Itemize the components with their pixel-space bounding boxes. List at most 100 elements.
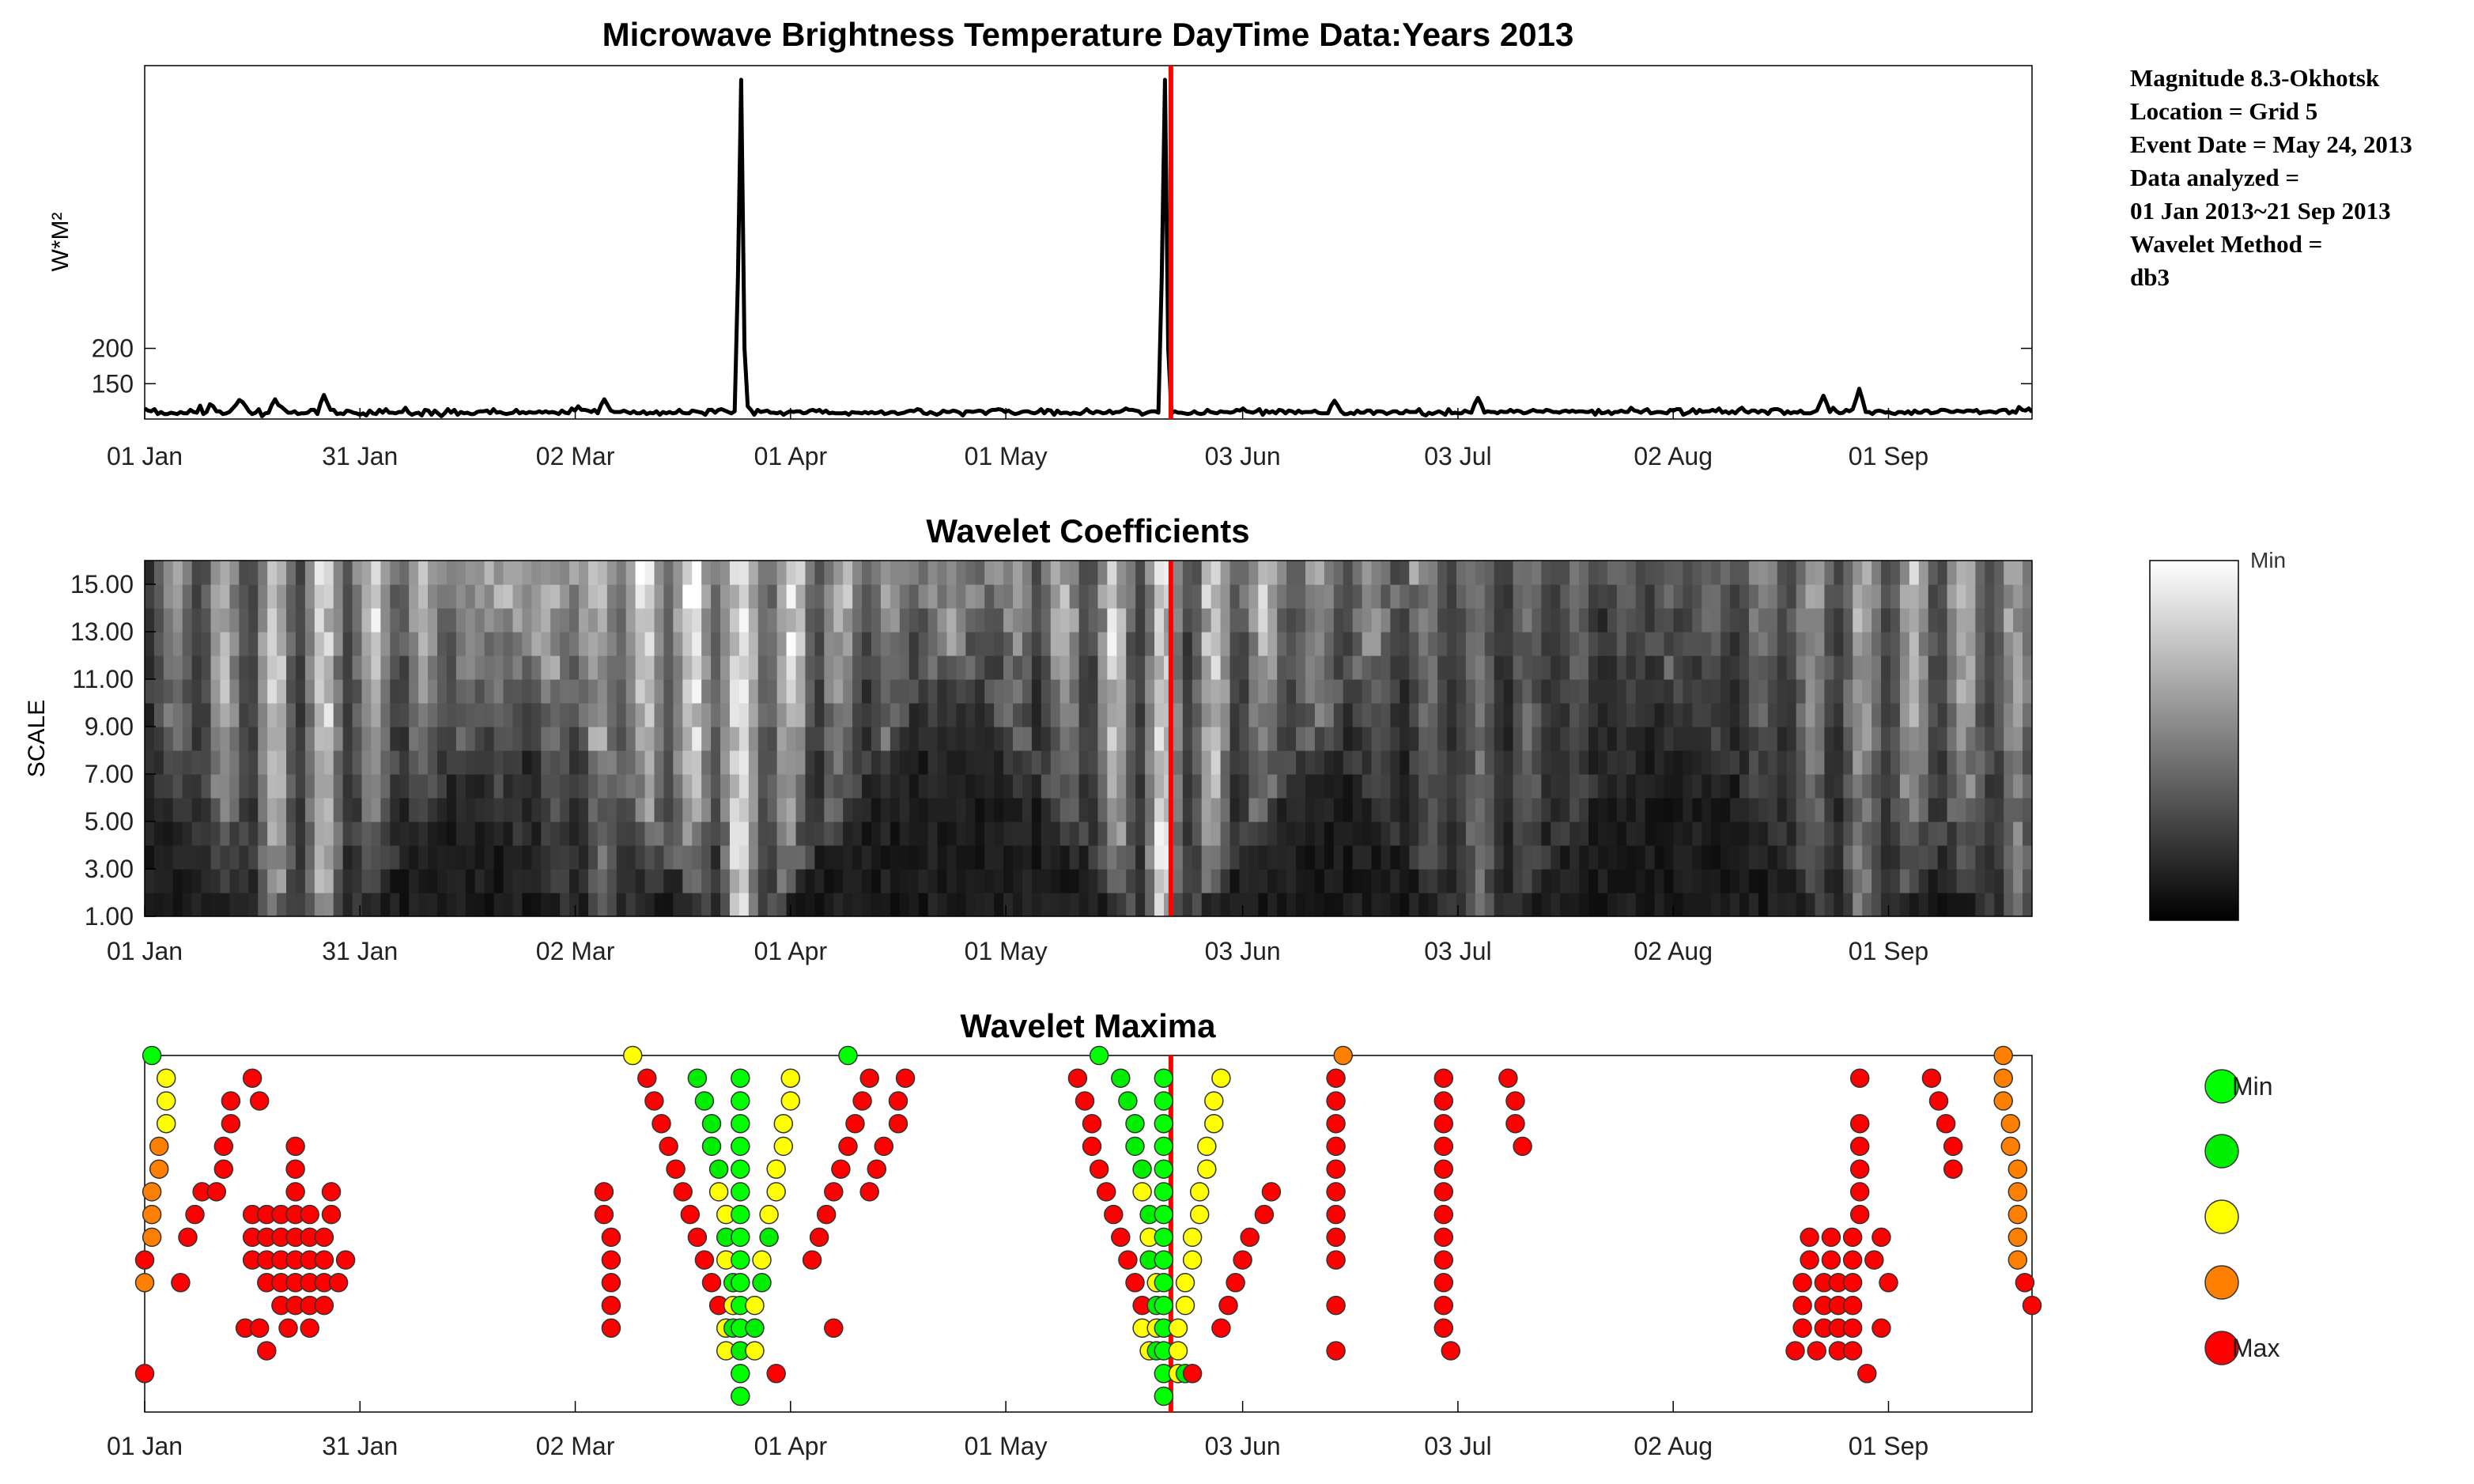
heatmap-cell: [145, 798, 155, 822]
info-magnitude: Magnitude 8.3-Okhotsk: [2130, 64, 2380, 92]
heatmap-cell: [1211, 584, 1222, 609]
maxima-point: [1433, 1068, 1454, 1088]
heatmap-cell: [1277, 869, 1287, 893]
x-tick-label: 01 Apr: [754, 1432, 828, 1460]
heatmap-cell: [1267, 893, 1278, 916]
heatmap-cell: [1862, 869, 1872, 893]
heatmap-cell: [1748, 869, 1759, 893]
heatmap-cell: [1862, 893, 1872, 916]
heatmap-cell: [1673, 750, 1684, 775]
maxima-point: [1849, 1136, 1870, 1157]
heatmap-cell: [1522, 727, 1533, 751]
heatmap-cell: [1277, 727, 1287, 751]
heatmap-cell: [1456, 727, 1467, 751]
heatmap-cell: [531, 561, 542, 585]
heatmap-cell: [1626, 608, 1637, 632]
heatmap-cell: [786, 893, 797, 916]
heatmap-cell: [1815, 608, 1826, 632]
heatmap-cell: [616, 655, 627, 680]
heatmap-cell: [824, 727, 834, 751]
heatmap-cell: [597, 821, 608, 846]
heatmap-cell: [1985, 893, 1995, 916]
heatmap-cell: [465, 655, 476, 680]
heatmap-cell: [1324, 561, 1335, 585]
heatmap-cell: [323, 893, 334, 916]
heatmap-cell: [1333, 845, 1344, 870]
heatmap-cell: [1031, 608, 1042, 632]
heatmap-cell: [1654, 584, 1665, 609]
heatmap-cell: [795, 703, 806, 727]
heatmap-cell: [399, 655, 410, 680]
heatmap-cell: [1767, 798, 1778, 822]
heatmap-cell: [1702, 703, 1712, 727]
heatmap-cell: [682, 750, 693, 775]
heatmap-cell: [795, 750, 806, 775]
heatmap-cell: [446, 608, 457, 632]
heatmap-cell: [503, 750, 514, 775]
maxima-point: [766, 1182, 786, 1202]
heatmap-cell: [994, 679, 1004, 704]
maxima-point: [1433, 1136, 1454, 1157]
heatmap-cell: [1059, 608, 1071, 632]
heatmap-cell: [1692, 821, 1702, 846]
heatmap-cell: [446, 727, 457, 751]
y-tick-label: 3.00: [85, 855, 134, 883]
heatmap-cell: [1333, 893, 1344, 916]
heatmap-cell: [503, 632, 514, 656]
heatmap-cell: [1239, 893, 1249, 916]
heatmap-cell: [1947, 679, 1958, 704]
heatmap-cell: [1371, 703, 1382, 727]
heatmap-cell: [1465, 632, 1476, 656]
heatmap-cell: [1899, 774, 1910, 799]
heatmap-cell: [1116, 869, 1127, 893]
heatmap-cell: [428, 608, 438, 632]
heatmap-cell: [1645, 774, 1656, 799]
heatmap-cell: [1145, 584, 1155, 609]
maxima-point: [644, 1091, 664, 1111]
heatmap-cell: [946, 774, 957, 799]
maxima-point: [1175, 1295, 1195, 1316]
heatmap-cell: [975, 750, 985, 775]
heatmap-cell: [286, 608, 297, 632]
heatmap-cell: [1145, 679, 1155, 704]
heatmap-cell: [455, 703, 466, 727]
heatmap-cell: [531, 893, 542, 916]
heatmap-cell: [1154, 798, 1165, 822]
heatmap-cell: [314, 821, 325, 846]
heatmap-cell: [994, 845, 1004, 870]
heatmap-cell: [729, 893, 740, 916]
heatmap-cell: [1362, 798, 1373, 822]
heatmap-cell: [1484, 821, 1495, 846]
heatmap-cell: [446, 703, 457, 727]
heatmap-cell: [729, 608, 740, 632]
heatmap-cell: [814, 869, 825, 893]
heatmap-cell: [2023, 727, 2032, 751]
heatmap-cell: [852, 703, 863, 727]
heatmap-cell: [1371, 632, 1382, 656]
heatmap-cell: [786, 679, 797, 704]
heatmap-cell: [1928, 893, 1939, 916]
heatmap-cell: [1862, 655, 1872, 680]
heatmap-cell: [1985, 798, 1995, 822]
heatmap-cell: [153, 655, 164, 680]
heatmap-cell: [776, 893, 788, 916]
heatmap-cell: [871, 750, 882, 775]
heatmap-cell: [304, 821, 315, 846]
heatmap-cell: [1824, 655, 1834, 680]
heatmap-cell: [1475, 655, 1486, 680]
heatmap-cell: [1853, 821, 1863, 846]
heatmap-cell: [1937, 893, 1948, 916]
heatmap-cell: [1381, 798, 1392, 822]
heatmap-cell: [843, 703, 853, 727]
heatmap-cell: [1720, 893, 1731, 916]
x-tick-label: 01 Apr: [754, 937, 828, 965]
maxima-point: [1254, 1204, 1275, 1225]
heatmap-cell: [748, 584, 759, 609]
heatmap-cell: [597, 893, 608, 916]
heatmap-cell: [153, 869, 164, 893]
heatmap-cell: [625, 821, 636, 846]
heatmap-cell: [1748, 679, 1759, 704]
heatmap-cell: [295, 774, 306, 799]
maxima-point: [1226, 1273, 1245, 1293]
heatmap-cell: [899, 798, 910, 822]
